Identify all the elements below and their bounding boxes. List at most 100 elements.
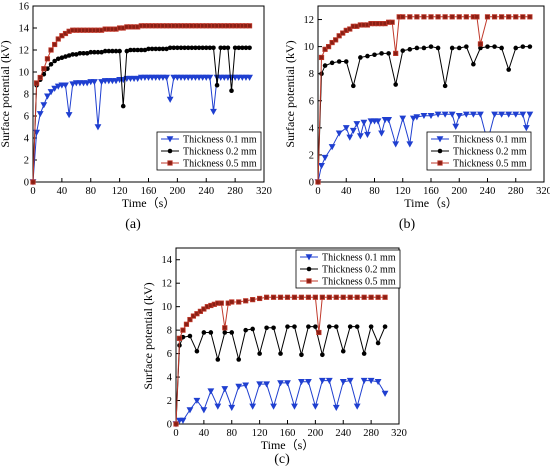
data-point bbox=[428, 14, 434, 20]
y-tick-label: 2 bbox=[24, 156, 29, 167]
data-point bbox=[149, 46, 155, 52]
data-point bbox=[166, 96, 174, 103]
y-tick-label: 10 bbox=[162, 302, 173, 313]
data-point bbox=[176, 335, 183, 341]
data-point bbox=[171, 45, 177, 51]
data-point bbox=[299, 352, 304, 358]
data-point bbox=[319, 294, 325, 300]
data-point bbox=[243, 45, 249, 51]
data-point bbox=[368, 324, 374, 329]
data-point bbox=[464, 44, 469, 49]
data-point bbox=[164, 46, 169, 52]
data-point bbox=[52, 41, 58, 48]
data-point bbox=[393, 50, 399, 56]
y-tick-label: 6 bbox=[309, 96, 314, 107]
x-tick-label: 160 bbox=[280, 428, 296, 439]
data-point bbox=[247, 45, 252, 51]
x-tick-label: 80 bbox=[369, 186, 380, 197]
legend-label: Thickness 0.5 mm bbox=[322, 277, 396, 288]
data-point bbox=[393, 82, 398, 87]
data-point bbox=[291, 403, 298, 410]
data-point bbox=[65, 112, 73, 119]
data-point bbox=[270, 294, 277, 300]
data-point bbox=[354, 294, 360, 300]
data-point bbox=[135, 47, 140, 53]
data-point bbox=[385, 117, 393, 124]
data-point bbox=[110, 48, 115, 54]
data-point bbox=[325, 377, 333, 384]
data-point bbox=[353, 403, 361, 410]
x-axis-label: Time（s） bbox=[261, 438, 315, 452]
y-tick-label: 6 bbox=[24, 112, 29, 123]
data-point bbox=[264, 325, 269, 331]
data-point bbox=[243, 327, 248, 333]
data-point bbox=[298, 294, 305, 300]
data-point bbox=[179, 417, 187, 424]
data-point bbox=[316, 329, 322, 336]
data-point bbox=[305, 379, 312, 386]
x-tick-label: 80 bbox=[86, 186, 97, 197]
legend-marker bbox=[436, 136, 444, 143]
data-point bbox=[142, 47, 148, 53]
legend-marker bbox=[166, 136, 174, 143]
data-point bbox=[229, 299, 235, 305]
data-point bbox=[221, 45, 227, 51]
x-tick-label: 40 bbox=[341, 186, 352, 197]
data-point bbox=[194, 348, 200, 354]
y-tick-label: 8 bbox=[167, 326, 172, 337]
data-point bbox=[153, 46, 159, 52]
data-point bbox=[339, 379, 347, 386]
legend-item: Thickness 0.1 mm bbox=[161, 135, 257, 146]
data-point bbox=[333, 294, 339, 300]
data-point bbox=[146, 46, 151, 52]
x-tick-label: 200 bbox=[170, 186, 186, 197]
legend-marker bbox=[167, 148, 173, 154]
x-tick-label: 40 bbox=[199, 428, 210, 439]
data-point bbox=[48, 62, 54, 67]
series-1 bbox=[172, 377, 389, 428]
x-tick-label: 160 bbox=[141, 186, 157, 197]
data-point bbox=[449, 14, 455, 20]
data-point bbox=[175, 45, 180, 51]
data-point bbox=[180, 327, 186, 333]
data-point bbox=[513, 14, 519, 20]
y-axis-label: Surface potential (kV) bbox=[141, 282, 155, 389]
data-point bbox=[346, 377, 354, 384]
data-point bbox=[358, 55, 363, 60]
data-point bbox=[160, 46, 166, 52]
data-point bbox=[240, 45, 245, 51]
data-point bbox=[506, 14, 512, 20]
data-point bbox=[389, 19, 395, 25]
legend-label: Thickness 0.1 mm bbox=[322, 253, 396, 264]
data-point bbox=[131, 47, 137, 53]
x-tick-label: 80 bbox=[227, 428, 238, 439]
chart-panel-a: Surface potential (kV) Time（s） (a) 0 40 80… bbox=[0, 2, 272, 233]
data-point bbox=[462, 111, 470, 118]
data-point bbox=[55, 36, 61, 42]
data-point bbox=[173, 421, 179, 427]
data-point bbox=[527, 14, 533, 20]
data-point bbox=[414, 45, 420, 51]
data-point bbox=[186, 407, 194, 414]
data-point bbox=[48, 47, 54, 53]
legend-marker bbox=[306, 278, 312, 284]
x-tick-label: 120 bbox=[252, 428, 268, 439]
data-point bbox=[399, 115, 407, 122]
data-point bbox=[277, 380, 284, 387]
data-point bbox=[311, 403, 319, 410]
panel-label: (a) bbox=[125, 217, 141, 232]
data-point bbox=[225, 45, 231, 51]
data-point bbox=[347, 294, 353, 300]
data-point bbox=[313, 324, 318, 329]
data-point bbox=[291, 294, 298, 300]
data-point bbox=[246, 23, 253, 29]
data-point bbox=[322, 63, 328, 68]
y-tick-label: 14 bbox=[162, 255, 173, 266]
legend-item: Thickness 0.1 mm bbox=[431, 135, 527, 146]
data-point bbox=[236, 357, 242, 362]
data-point bbox=[421, 14, 427, 20]
data-point bbox=[351, 83, 356, 89]
x-tick-label: 240 bbox=[335, 428, 351, 439]
data-point bbox=[414, 14, 420, 20]
